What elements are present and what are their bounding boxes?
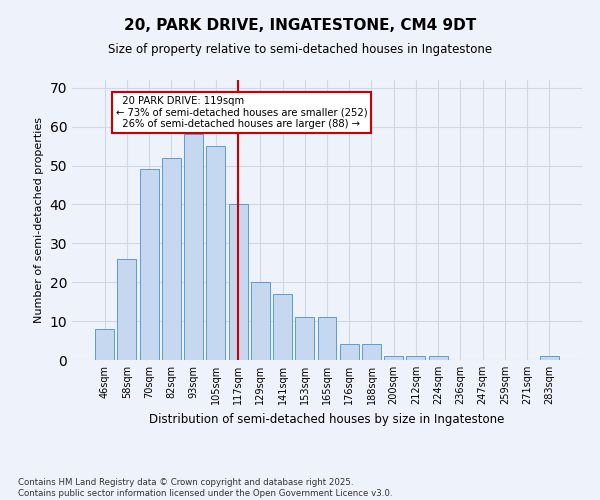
Text: Contains HM Land Registry data © Crown copyright and database right 2025.
Contai: Contains HM Land Registry data © Crown c…	[18, 478, 392, 498]
Bar	[406, 356, 425, 360]
Bar	[162, 158, 181, 360]
Bar	[206, 146, 225, 360]
Bar	[384, 356, 403, 360]
Bar	[340, 344, 359, 360]
X-axis label: Distribution of semi-detached houses by size in Ingatestone: Distribution of semi-detached houses by …	[149, 412, 505, 426]
Bar	[273, 294, 292, 360]
Y-axis label: Number of semi-detached properties: Number of semi-detached properties	[34, 117, 44, 323]
Text: Size of property relative to semi-detached houses in Ingatestone: Size of property relative to semi-detach…	[108, 42, 492, 56]
Bar	[184, 134, 203, 360]
Text: 20, PARK DRIVE, INGATESTONE, CM4 9DT: 20, PARK DRIVE, INGATESTONE, CM4 9DT	[124, 18, 476, 32]
Bar	[229, 204, 248, 360]
Bar	[295, 317, 314, 360]
Bar	[362, 344, 381, 360]
Text: 20 PARK DRIVE: 119sqm
← 73% of semi-detached houses are smaller (252)
  26% of s: 20 PARK DRIVE: 119sqm ← 73% of semi-deta…	[116, 96, 367, 129]
Bar	[118, 259, 136, 360]
Bar	[317, 317, 337, 360]
Bar	[95, 329, 114, 360]
Bar	[429, 356, 448, 360]
Bar	[140, 170, 158, 360]
Bar	[251, 282, 270, 360]
Bar	[540, 356, 559, 360]
